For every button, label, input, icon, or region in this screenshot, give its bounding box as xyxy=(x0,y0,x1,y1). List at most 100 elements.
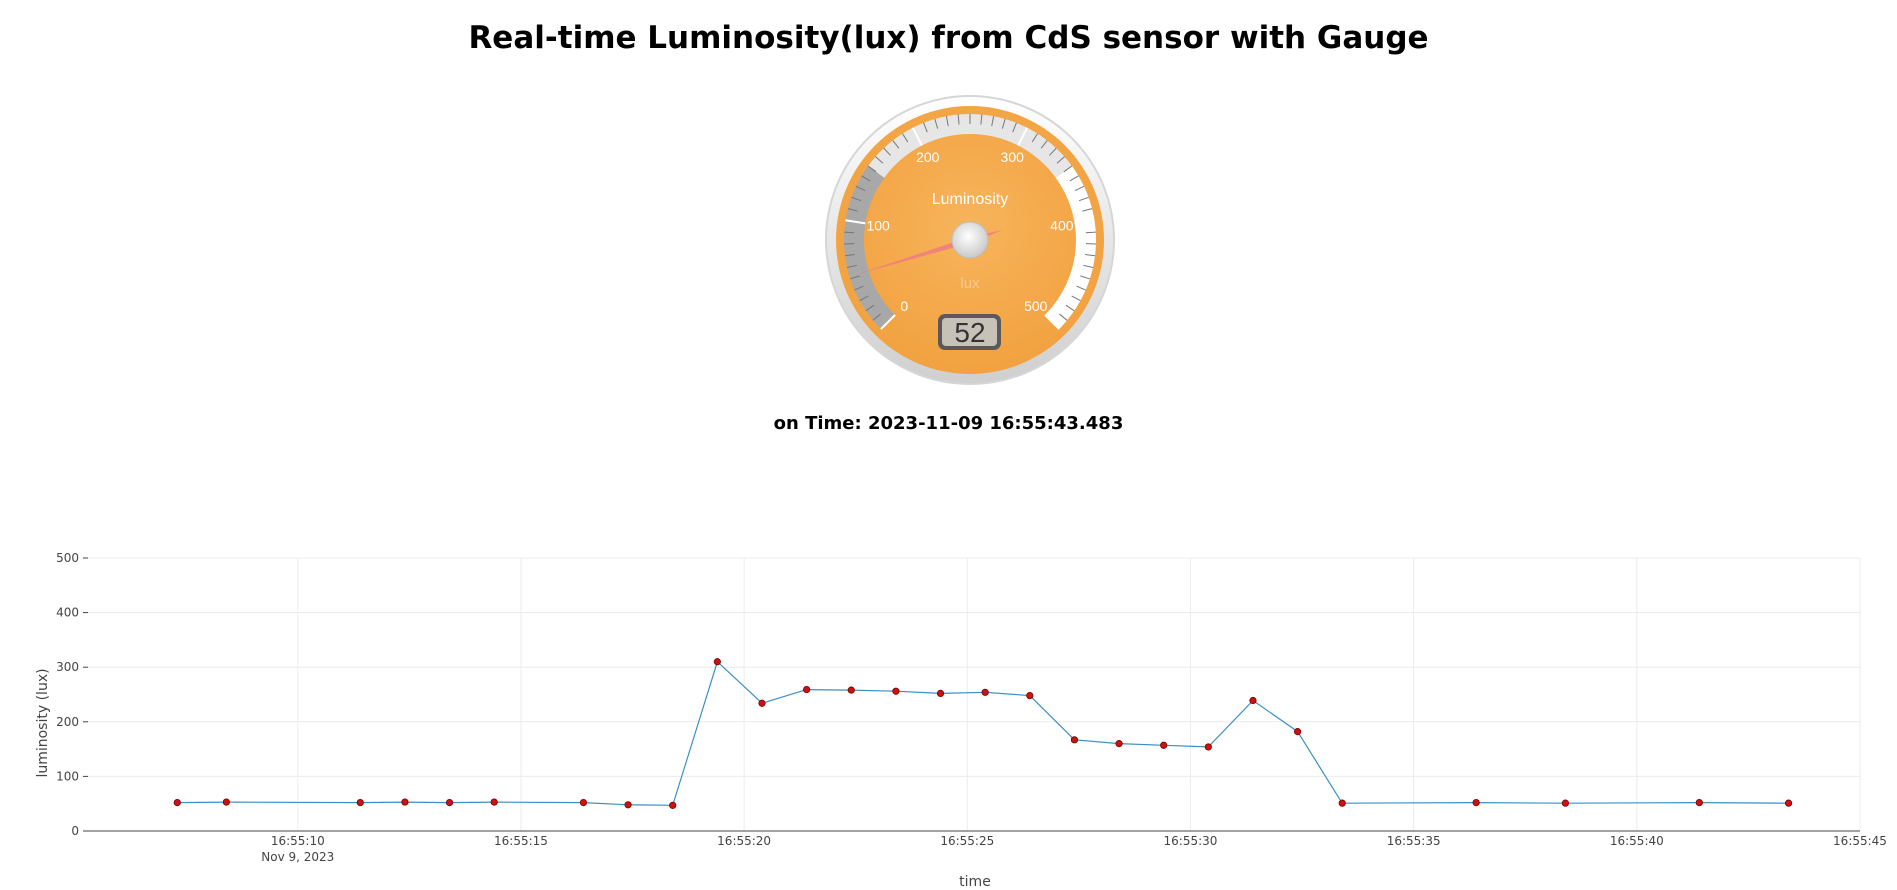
gauge-minor-tick xyxy=(1082,208,1093,212)
gauge-minor-tick xyxy=(991,116,995,127)
gauge-minor-tick xyxy=(902,133,909,143)
y-axis-ticks: 0 100 200 300 400 500 xyxy=(56,551,88,838)
data-point xyxy=(936,689,945,698)
x-tick-label: 16:55:15 xyxy=(494,834,548,848)
page-title: Real-time Luminosity(lux) from CdS senso… xyxy=(468,20,1429,56)
gauge-minor-tick xyxy=(872,313,881,321)
data-point xyxy=(173,799,181,807)
gauge-major-tick xyxy=(880,314,896,330)
gauge-value-readout: 52 xyxy=(954,317,985,348)
gauge-minor-tick xyxy=(1085,254,1096,257)
x-tick-label: 16:55:10 xyxy=(271,834,325,848)
data-point xyxy=(579,799,588,807)
gauge-minor-tick xyxy=(1031,133,1038,143)
data-point xyxy=(356,799,364,807)
gauge-tick-label: 100 xyxy=(866,217,890,233)
gauge-minor-tick xyxy=(1056,156,1065,164)
data-point xyxy=(758,699,766,707)
data-point xyxy=(1160,741,1168,749)
timestamp-line: on Time: 2023-11-09 16:55:43.483 xyxy=(0,413,1897,434)
luminosity-gauge: 0 100 200 300 400 500 Luminosity lux 52 xyxy=(825,95,1115,385)
data-point xyxy=(1472,799,1480,807)
gauge-minor-tick xyxy=(1063,165,1073,173)
data-point xyxy=(1561,799,1570,807)
gauge-minor-tick xyxy=(1076,285,1086,291)
data-point xyxy=(401,798,409,806)
chart-gridlines xyxy=(88,557,1861,831)
data-point xyxy=(445,799,454,807)
gauge-minor-tick xyxy=(844,254,855,257)
gauge-value-box: 52 xyxy=(938,314,1001,350)
gauge-minor-tick xyxy=(1065,304,1075,312)
gauge-minor-tick xyxy=(934,118,939,129)
gauge-major-tick xyxy=(911,127,923,147)
gauge-minor-tick xyxy=(1074,185,1085,192)
gauge-minor-tick xyxy=(892,140,900,149)
data-point xyxy=(1204,743,1212,751)
x-tick-label: 16:55:40 xyxy=(1610,834,1664,848)
gauge-minor-tick xyxy=(1069,175,1079,182)
gauge-minor-tick xyxy=(861,175,871,182)
gauge-band-2 xyxy=(1044,165,1096,330)
gauge-tick-marks xyxy=(844,114,1096,330)
data-point xyxy=(1070,736,1079,744)
gauge-band-1 xyxy=(868,114,1072,178)
y-tick-label: 400 xyxy=(56,606,79,620)
x-tick-label: 16:55:35 xyxy=(1387,834,1441,848)
data-point xyxy=(669,801,677,809)
gauge-minor-tick xyxy=(851,196,862,202)
data-point xyxy=(713,658,721,666)
gauge-minor-tick xyxy=(875,156,884,164)
gauge-minor-tick xyxy=(923,122,928,133)
gauge-minor-tick xyxy=(980,114,983,125)
data-point xyxy=(1294,728,1302,736)
gauge-minor-tick xyxy=(850,275,860,280)
data-point xyxy=(1338,799,1346,807)
gauge-minor-tick xyxy=(945,116,949,127)
gauge-minor-tick xyxy=(859,295,869,302)
x-tick-label: 16:55:25 xyxy=(940,834,994,848)
gauge-minor-tick xyxy=(846,264,857,268)
gauge-minor-tick xyxy=(1078,196,1089,202)
gauge-title: Luminosity xyxy=(932,191,1008,208)
gauge-major-tick xyxy=(845,219,866,225)
y-axis-label: luminosity (lux) xyxy=(35,668,51,777)
time-label: on Time: xyxy=(773,413,862,434)
gauge-band-0 xyxy=(844,165,896,330)
gauge-units: lux xyxy=(960,275,980,292)
gauge-tick-label: 300 xyxy=(1001,149,1025,165)
gauge-minor-tick xyxy=(844,231,855,234)
y-tick-label: 500 xyxy=(56,551,79,565)
gauge-highlight-bands xyxy=(844,114,1096,330)
gauge-minor-tick xyxy=(883,147,891,156)
gauge-minor-tick xyxy=(1049,147,1057,156)
data-point xyxy=(624,801,632,809)
gauge-minor-tick xyxy=(1059,313,1068,321)
data-point xyxy=(1249,696,1257,705)
gauge-tick-labels: 0 100 200 300 400 500 xyxy=(866,149,1073,314)
y-tick-label: 300 xyxy=(56,660,79,674)
gauge-minor-tick xyxy=(865,304,875,312)
y-tick-label: 200 xyxy=(56,715,79,729)
gauge-minor-tick xyxy=(957,114,960,125)
gauge-minor-tick xyxy=(1040,140,1048,149)
x-tick-label: 16:55:20 xyxy=(717,834,771,848)
data-point xyxy=(490,798,498,806)
gauge-minor-tick xyxy=(1071,295,1081,302)
gauge-minor-tick xyxy=(1083,264,1094,268)
gauge-tick-label: 500 xyxy=(1024,298,1048,314)
gauge-tick-label: 400 xyxy=(1050,217,1074,233)
gauge-minor-tick xyxy=(854,285,864,291)
x-axis-ticks: 16:55:10 Nov 9, 2023 16:55:15 16:55:20 16:55… xyxy=(261,834,1887,864)
data-point xyxy=(803,685,811,694)
gauge-minor-tick xyxy=(867,165,877,173)
data-point xyxy=(981,688,989,696)
gauge-minor-tick xyxy=(1012,122,1017,133)
x-tick-sublabel: Nov 9, 2023 xyxy=(261,850,334,864)
x-tick-label: 16:55:30 xyxy=(1164,834,1218,848)
data-point xyxy=(1784,799,1793,807)
data-point xyxy=(222,798,230,806)
series-line xyxy=(177,660,1789,806)
x-axis-label: time xyxy=(959,874,991,890)
